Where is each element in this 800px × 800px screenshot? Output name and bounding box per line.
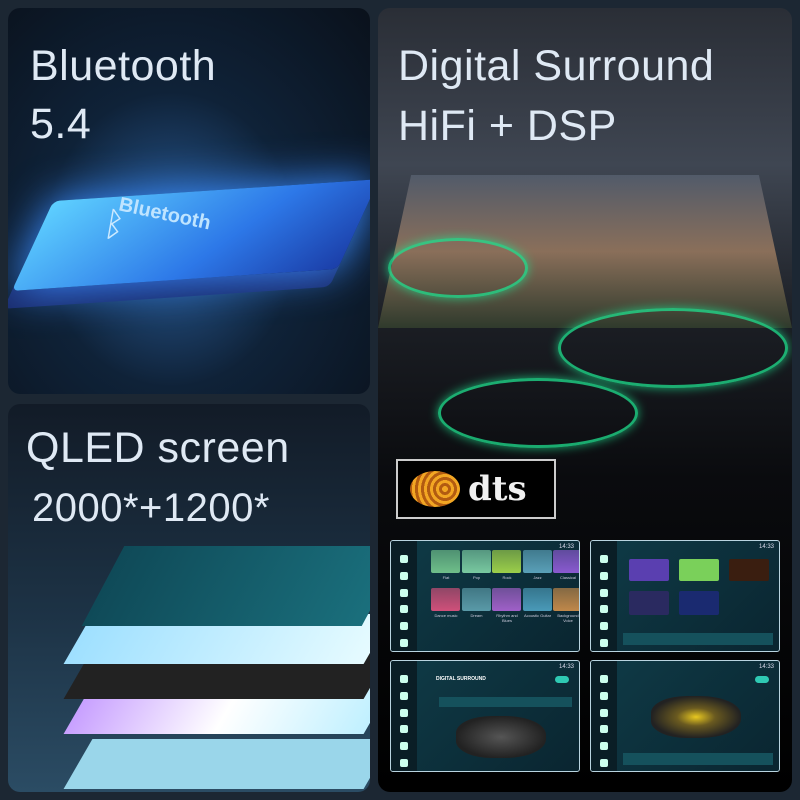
eq-preset-label: Rock — [502, 575, 512, 580]
qled-resolution: 2000*+1200* — [32, 486, 270, 530]
clock: 14:33 — [758, 664, 774, 670]
screen-sidebar — [391, 541, 417, 651]
eq-preset-label: Acoustic Guitar — [523, 613, 552, 618]
qled-panel: QLED screen 2000*+1200* — [8, 404, 370, 792]
eq-preset-label: Rhythm and Blues — [496, 613, 518, 623]
phantom-toggle[interactable] — [755, 676, 769, 683]
screen-sidebar — [591, 661, 617, 771]
sound-wave — [558, 308, 788, 388]
effect-tile — [629, 559, 669, 581]
eq-preset-label: Background Voice — [557, 613, 579, 623]
eq-preset-tile[interactable] — [492, 588, 521, 611]
dts-toggle[interactable] — [555, 676, 569, 683]
eq-screen: 14:33 Flat Pop Rock Jazz Classical Dance musi… — [390, 540, 580, 652]
tab-bar[interactable] — [623, 633, 773, 645]
eq-preset-tile[interactable] — [553, 550, 579, 573]
dts-screen: 14:33 DIGITAL SURROUND — [390, 660, 580, 772]
eq-preset-tile[interactable] — [431, 550, 460, 573]
eq-preset-tile[interactable] — [553, 588, 579, 611]
screen-sidebar — [591, 541, 617, 651]
eq-preset-tile[interactable] — [522, 588, 552, 611]
sound-effects-screen: 14:33 — [590, 540, 780, 652]
screen-layer — [63, 739, 370, 789]
dts-logo: dts — [396, 459, 556, 519]
screen-display — [81, 546, 370, 626]
eq-preset-label: Flat — [442, 575, 450, 580]
eq-preset-tile[interactable] — [492, 550, 521, 573]
eq-preset-label: Dance music — [434, 613, 458, 618]
dts-swirl-icon — [410, 471, 460, 507]
speaker-channel-bar[interactable] — [439, 697, 572, 707]
tab-bar[interactable] — [623, 753, 773, 765]
eq-preset-tile[interactable] — [461, 588, 491, 611]
effect-tile — [679, 591, 719, 615]
clock: 14:33 — [558, 544, 574, 550]
eq-preset-label: Jazz — [533, 575, 542, 580]
bluetooth-version: 5.4 — [30, 100, 92, 148]
sound-wave — [388, 238, 528, 298]
car-top-view — [651, 696, 741, 738]
qled-title: QLED screen — [26, 424, 290, 472]
sound-wave — [438, 378, 638, 448]
eq-preset-label: Pop — [472, 575, 481, 580]
eq-preset-tile[interactable] — [522, 550, 552, 573]
dts-text: dts — [468, 469, 527, 509]
effect-tile — [679, 559, 719, 581]
screen-sidebar — [391, 661, 417, 771]
surround-subtitle: HiFi + DSP — [398, 102, 617, 150]
bluetooth-panel: Bluetooth 5.4 ᛒ Bluetooth — [8, 8, 370, 394]
effect-tile — [729, 559, 769, 581]
eq-preset-tile[interactable] — [431, 588, 460, 611]
surround-title: Digital Surround — [398, 42, 715, 90]
bluetooth-title: Bluetooth — [30, 42, 217, 90]
eq-preset-label: Dream — [470, 613, 483, 618]
eq-preset-label: Classical — [559, 575, 576, 580]
dts-screen-title: DIGITAL SURROUND — [436, 676, 486, 682]
effect-tile — [629, 591, 669, 615]
phantom-center-screen: 14:33 — [590, 660, 780, 772]
eq-preset-tile[interactable] — [461, 550, 491, 573]
car-top-view — [456, 716, 546, 758]
bluetooth-chip — [11, 179, 370, 291]
clock: 14:33 — [558, 664, 574, 670]
clock: 14:33 — [758, 544, 774, 550]
